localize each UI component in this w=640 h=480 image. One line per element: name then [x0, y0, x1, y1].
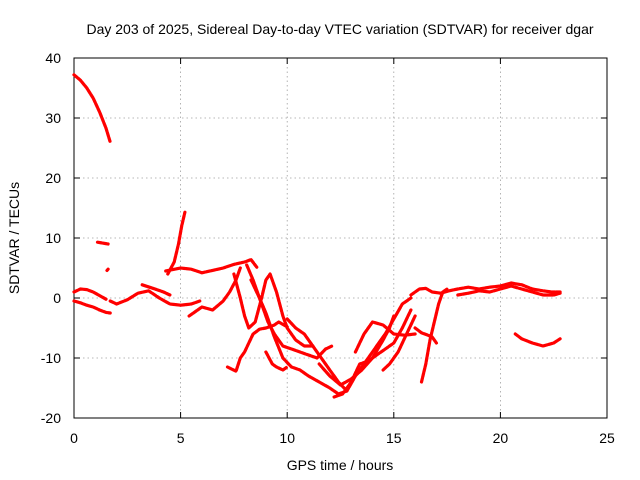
x-tick-label: 5	[177, 430, 185, 446]
data-series-arc12	[232, 272, 315, 348]
data-series-arc26	[513, 332, 562, 348]
data-series-arc24	[413, 326, 438, 345]
data-series-arc7	[140, 283, 172, 297]
y-tick-labels: -20 -10 0 10 20 30 40	[41, 50, 61, 426]
data-series-arc21	[381, 314, 417, 372]
x-tick-label: 20	[493, 430, 509, 446]
data-series-arc11	[225, 320, 289, 373]
data-series-arc25	[419, 287, 449, 384]
data-series-arc5	[105, 267, 110, 272]
x-tick-label: 0	[70, 430, 78, 446]
plot-area	[72, 73, 562, 399]
x-tick-label: 15	[386, 430, 402, 446]
grid-lines	[74, 58, 607, 418]
data-series-arc4	[95, 240, 110, 246]
x-axis-label: GPS time / hours	[287, 457, 394, 473]
data-series-arc8	[166, 210, 187, 276]
data-series-arc6	[108, 289, 202, 307]
x-tick-label: 10	[279, 430, 295, 446]
y-axis-label: SDTVAR / TECUs	[6, 182, 22, 294]
x-tick-labels: 0 5 10 15 20 25	[70, 430, 615, 446]
y-tick-label: 20	[45, 170, 61, 186]
data-series-arc2	[72, 287, 108, 301]
y-tick-label: 40	[45, 50, 61, 66]
data-series-arc1	[72, 73, 112, 144]
data-series-arc9	[164, 258, 259, 275]
axis-ticks	[73, 57, 608, 419]
data-series-arc22	[409, 281, 562, 297]
y-tick-label: -10	[41, 350, 61, 366]
chart-title: Day 203 of 2025, Sidereal Day-to-day VTE…	[86, 21, 593, 37]
data-series-arc3	[72, 299, 112, 315]
data-series-arc14	[249, 278, 349, 396]
y-tick-label: 0	[53, 290, 61, 306]
data-series-arc23	[456, 284, 562, 297]
y-tick-label: 30	[45, 110, 61, 126]
y-tick-label: 10	[45, 230, 61, 246]
data-series-arc20	[375, 296, 413, 348]
x-tick-label: 25	[599, 430, 615, 446]
y-tick-label: -20	[41, 410, 61, 426]
data-series-arc15	[264, 350, 289, 372]
